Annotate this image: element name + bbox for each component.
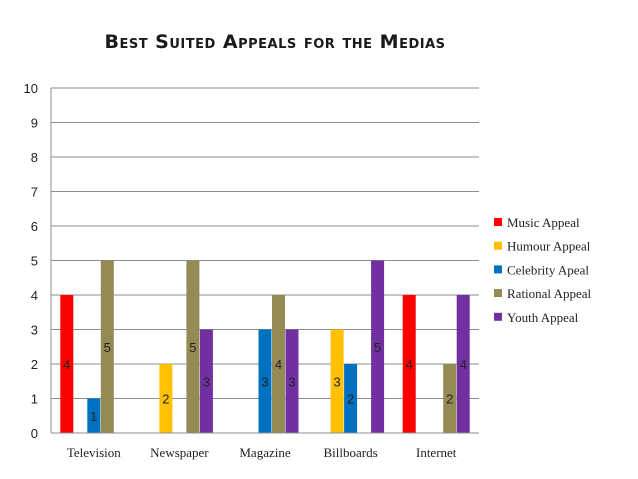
data-label: 2	[162, 392, 169, 407]
bar	[199, 329, 213, 433]
bar	[456, 295, 470, 433]
data-label: 1	[90, 409, 97, 424]
y-tick-label: 8	[31, 150, 38, 165]
data-label: 5	[374, 340, 381, 355]
y-tick-label: 9	[31, 116, 38, 131]
data-label: 4	[63, 357, 70, 372]
data-label: 4	[460, 357, 467, 372]
bar	[186, 260, 200, 433]
y-tick-label: 5	[31, 254, 38, 269]
x-tick-label: Internet	[416, 445, 457, 460]
legend-label: Rational Appeal	[507, 286, 592, 301]
legend-label: Youth Appeal	[507, 310, 579, 325]
legend-swatch	[494, 241, 502, 250]
y-tick-label: 6	[31, 219, 38, 234]
legend-swatch	[494, 289, 502, 298]
bar	[371, 260, 385, 433]
bar	[159, 364, 173, 433]
data-label: 5	[189, 340, 196, 355]
x-tick-label: Newspaper	[150, 445, 209, 460]
x-tick-label: Television	[67, 445, 121, 460]
bar	[100, 260, 114, 433]
legend-label: Celebrity Apeal	[507, 262, 589, 277]
bar	[344, 364, 358, 433]
bar	[258, 329, 272, 433]
data-label: 3	[333, 374, 340, 389]
bar	[285, 329, 299, 433]
y-tick-label: 0	[31, 426, 38, 441]
bar	[330, 329, 344, 433]
data-label: 3	[203, 374, 210, 389]
data-label: 4	[275, 357, 282, 372]
bars	[60, 260, 470, 433]
legend: Music Appeal Humour Appeal Celebrity Apeal…	[494, 215, 592, 325]
bar	[402, 295, 416, 433]
data-label: 3	[261, 374, 268, 389]
y-tick-label: 2	[31, 357, 38, 372]
data-label: 4	[406, 357, 413, 372]
bar	[443, 364, 457, 433]
data-label: 2	[446, 392, 453, 407]
y-tick-label: 10	[24, 81, 38, 96]
gridlines	[51, 87, 479, 399]
legend-swatch	[494, 218, 502, 226]
data-label: 5	[104, 340, 111, 355]
bar	[87, 398, 101, 433]
y-tick-label: 4	[31, 288, 38, 303]
y-tick-label: 3	[31, 323, 38, 338]
legend-swatch	[494, 312, 502, 321]
bar	[60, 295, 74, 433]
y-tick-label: 7	[31, 185, 38, 200]
data-label: 2	[347, 392, 354, 407]
data-label: 3	[288, 374, 295, 389]
legend-swatch	[494, 265, 502, 274]
legend-label: Humour Appeal	[507, 239, 591, 254]
bar	[272, 295, 285, 433]
y-tick-label: 1	[31, 392, 38, 407]
x-tick-label: Magazine	[239, 445, 290, 460]
x-tick-label: Billboards	[324, 445, 378, 460]
chart-title: Best Suited Appeals for the Medias	[104, 31, 445, 53]
legend-label: Music Appeal	[507, 215, 580, 230]
